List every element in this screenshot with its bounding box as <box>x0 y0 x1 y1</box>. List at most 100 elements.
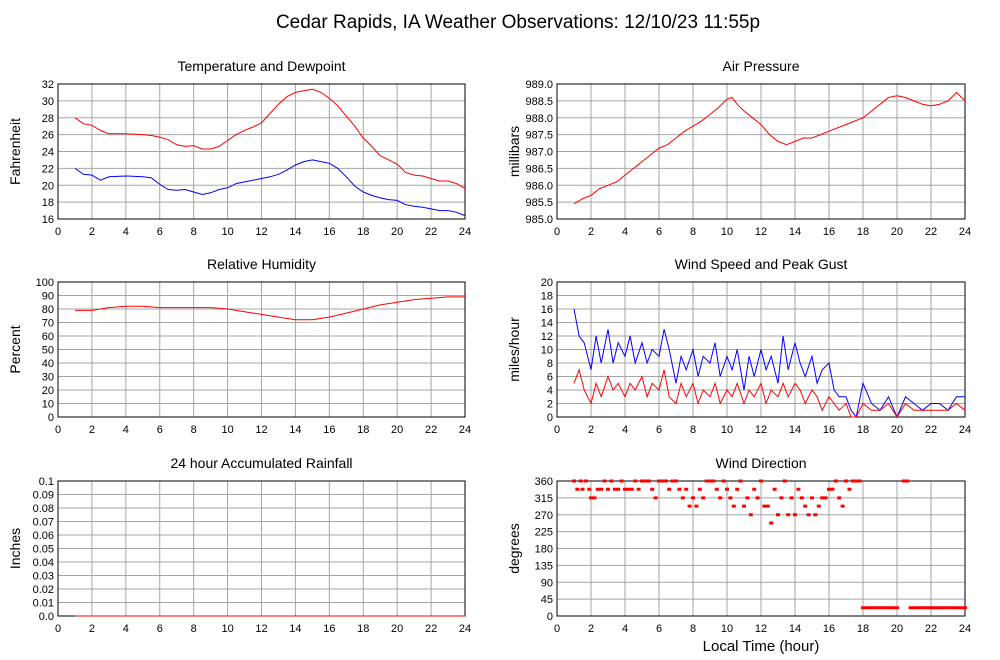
wind-direction-point <box>687 504 692 508</box>
wind-direction-point <box>735 487 740 491</box>
wind-direction-point <box>823 496 828 500</box>
y-tick-label: 50 <box>42 345 54 357</box>
y-tick-label: 0 <box>547 611 553 623</box>
y-tick-label: 30 <box>42 96 54 108</box>
x-tick-label: 2 <box>89 226 95 238</box>
y-tick-label: 30 <box>42 372 54 384</box>
series-line-pressure-0 <box>573 91 966 205</box>
y-tick-label: 987.0 <box>525 147 553 159</box>
plot-frame <box>556 281 966 418</box>
x-axis-label: Local Time (hour) <box>703 638 820 655</box>
wind-direction-point <box>691 496 695 500</box>
wind-direction-point <box>677 487 682 491</box>
wind-direction-point <box>718 496 723 500</box>
x-tick-label: 20 <box>391 226 403 238</box>
wind-direction-point <box>779 496 784 500</box>
wind-direction-point <box>942 606 947 610</box>
wind-direction-point <box>759 479 763 483</box>
y-tick-label: 45 <box>541 594 553 606</box>
wind-direction-point <box>854 479 859 483</box>
wind-direction-point <box>895 606 899 610</box>
x-tick-label: 18 <box>857 424 869 436</box>
y-tick-label: 90 <box>42 291 54 303</box>
wind-direction-point <box>803 504 808 508</box>
wind-direction-point <box>793 513 797 517</box>
y-tick-label: 18 <box>541 291 553 303</box>
x-tick-label: 20 <box>391 623 403 635</box>
wind-direction-point <box>653 496 658 500</box>
y-tick-label: 80 <box>42 304 54 316</box>
y-tick-label: 0.07 <box>33 517 54 529</box>
x-tick-label: 22 <box>925 226 937 238</box>
y-tick-label: 22 <box>42 163 54 175</box>
wind-direction-point <box>837 496 842 500</box>
y-tick-label: 315 <box>535 493 553 505</box>
wind-direction-point <box>684 487 689 491</box>
wind-direction-point <box>925 606 930 610</box>
wind-direction-point <box>935 606 940 610</box>
x-tick-label: 6 <box>157 424 163 436</box>
x-tick-label: 8 <box>690 226 696 238</box>
series-line-humidity-0 <box>75 296 465 321</box>
wind-direction-point <box>959 606 964 610</box>
x-tick-label: 6 <box>656 226 662 238</box>
x-tick-label: 6 <box>157 226 163 238</box>
wind-direction-point <box>796 487 801 491</box>
x-tick-label: 10 <box>721 226 733 238</box>
wind-direction-point <box>755 496 760 500</box>
wind-direction-point <box>956 606 961 610</box>
wind-direction-point <box>589 496 593 500</box>
x-tick-label: 16 <box>323 226 335 238</box>
wind-direction-point <box>799 496 804 500</box>
wind-direction-point <box>765 504 770 508</box>
y-tick-label: 135 <box>535 560 553 572</box>
y-tick-label: 985.5 <box>525 197 553 209</box>
x-tick-label: 18 <box>857 623 869 635</box>
wind-direction-point <box>813 513 818 517</box>
y-tick-label: 20 <box>42 385 54 397</box>
x-tick-label: 14 <box>789 226 801 238</box>
wind-direction-point <box>833 479 838 483</box>
y-tick-label: 985.0 <box>525 214 553 226</box>
wind-direction-point <box>857 479 862 483</box>
wind-direction-point <box>776 513 780 517</box>
y-tick-label: 0.03 <box>33 571 54 583</box>
wind-direction-point <box>694 504 699 508</box>
wind-direction-point <box>708 479 712 483</box>
y-tick-label: 988.0 <box>525 113 553 125</box>
x-tick-label: 4 <box>622 623 628 635</box>
x-tick-label: 20 <box>391 424 403 436</box>
x-tick-label: 2 <box>588 424 594 436</box>
wind-direction-point <box>850 479 855 483</box>
x-tick-label: 12 <box>255 424 267 436</box>
wind-direction-point <box>697 487 702 491</box>
plot-frame <box>556 83 966 220</box>
wind-direction-point <box>650 487 655 491</box>
wind-direction-point <box>731 504 736 508</box>
x-tick-label: 2 <box>588 623 594 635</box>
x-tick-label: 12 <box>255 226 267 238</box>
x-tick-label: 16 <box>823 424 835 436</box>
wind-direction-point <box>915 606 920 610</box>
x-tick-label: 0 <box>554 623 560 635</box>
x-tick-label: 18 <box>357 623 369 635</box>
y-tick-label: 270 <box>535 510 553 522</box>
y-tick-label: 0.02 <box>33 584 54 596</box>
x-tick-label: 22 <box>425 226 437 238</box>
y-tick-label: 20 <box>42 180 54 192</box>
chart-title: Wind Direction <box>715 455 806 471</box>
x-tick-label: 24 <box>459 226 471 238</box>
y-tick-label: 16 <box>42 214 54 226</box>
x-tick-label: 0 <box>554 424 560 436</box>
series-line-temp-1 <box>74 159 466 217</box>
wind-direction-point <box>711 479 716 483</box>
x-tick-label: 4 <box>622 226 628 238</box>
wind-direction-point <box>762 504 767 508</box>
x-tick-label: 24 <box>959 424 971 436</box>
page-title: Cedar Rapids, IA Weather Observations: 1… <box>276 12 760 33</box>
x-tick-label: 22 <box>425 623 437 635</box>
